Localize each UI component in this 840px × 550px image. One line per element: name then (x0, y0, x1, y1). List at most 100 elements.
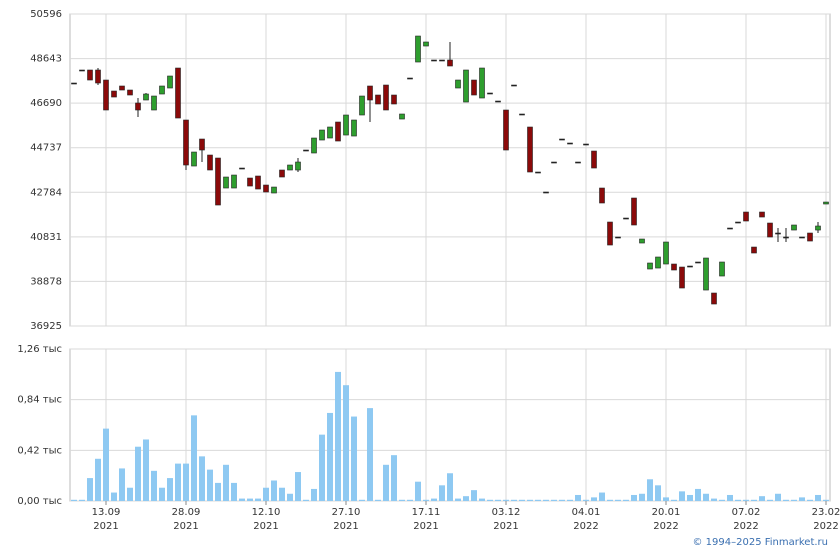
candle-body (79, 69, 85, 72)
volume-bar (743, 499, 749, 501)
x-tick-year: 2021 (93, 521, 118, 532)
candle-body (791, 224, 797, 231)
volume-bar (79, 499, 85, 501)
candle-body (535, 171, 541, 174)
candle-body (751, 246, 757, 254)
volume-bar (815, 494, 821, 501)
candle-body (759, 211, 765, 218)
candle-body (599, 187, 605, 204)
candle-body (575, 161, 581, 164)
x-tick-year: 2022 (653, 521, 678, 532)
volume-bar (119, 468, 125, 501)
volume-bar (183, 463, 189, 501)
volume-bar (567, 499, 573, 501)
volume-bar (215, 482, 221, 501)
candle-body (303, 149, 309, 152)
y-tick-label: 1,26 тыс (17, 344, 62, 355)
volume-bar (807, 499, 813, 501)
volume-bar (799, 497, 805, 501)
candle-body (463, 69, 469, 103)
candle-body (495, 100, 501, 103)
candle-body (711, 292, 717, 305)
volume-bar (751, 499, 757, 501)
candle-body (295, 161, 301, 171)
candle-body (207, 154, 213, 171)
y-tick-label: 50596 (30, 9, 62, 20)
candle-body (175, 67, 181, 119)
candle-body (343, 114, 349, 136)
volume-bar (503, 499, 509, 501)
x-tick-label: 12.10 (252, 507, 281, 518)
y-tick-label: 40831 (30, 232, 62, 243)
volume-bar (447, 473, 453, 501)
candle-body (407, 77, 413, 80)
candle-body (215, 157, 221, 206)
volume-bar (103, 428, 109, 501)
volume-bar (151, 470, 157, 501)
volume-bar (551, 499, 557, 501)
candle-body (223, 176, 229, 189)
y-tick-label: 46690 (30, 98, 62, 109)
volume-bar (415, 481, 421, 501)
x-tick-year: 2021 (253, 521, 278, 532)
candle-body (479, 67, 485, 99)
candle-body (455, 79, 461, 89)
candle-body (191, 151, 197, 167)
volume-bar (511, 499, 517, 501)
candle-body (511, 84, 517, 87)
volume-bar (95, 458, 101, 501)
candle-body (663, 241, 669, 265)
candle-body (719, 261, 725, 277)
volume-bar (631, 494, 637, 501)
volume-bar (135, 446, 141, 501)
candle-body (151, 95, 157, 111)
candle-body (287, 164, 293, 171)
candle-body (583, 143, 589, 146)
candle-body (271, 186, 277, 194)
candle-body (623, 217, 629, 220)
volume-bar (423, 499, 429, 501)
candle-body (703, 257, 709, 291)
candle-body (447, 59, 453, 67)
volume-bar (263, 487, 269, 501)
candle-body (503, 109, 509, 151)
candle-body (687, 265, 693, 268)
y-tick-label: 0,42 тыс (17, 445, 62, 456)
candle-body (239, 167, 245, 170)
volume-bar (391, 455, 397, 501)
x-tick-year: 2021 (333, 521, 358, 532)
y-tick-label: 48643 (30, 54, 62, 65)
candle-body (807, 232, 813, 242)
volume-bar (127, 487, 133, 501)
volume-bar (671, 499, 677, 501)
candle-body (783, 236, 789, 239)
volume-bar (279, 487, 285, 501)
y-tick-label: 38878 (30, 276, 62, 287)
candle-body (359, 95, 365, 116)
volume-bar (455, 498, 461, 501)
candle-body (551, 161, 557, 164)
volume-bar (599, 492, 605, 501)
volume-bar (519, 499, 525, 501)
candle-body (519, 113, 525, 116)
volume-bar (247, 498, 253, 501)
x-tick-year: 2021 (413, 521, 438, 532)
candle-body (607, 221, 613, 246)
volume-bar (527, 499, 533, 501)
x-tick-label: 04.01 (572, 507, 601, 518)
candle-body (367, 85, 373, 101)
y-tick-label: 0,00 тыс (17, 496, 62, 507)
volume-bar (399, 499, 405, 501)
candle-body (183, 119, 189, 166)
volume-bar (591, 497, 597, 501)
volume-bar (543, 499, 549, 501)
volume-bar (695, 488, 701, 501)
candle-body (231, 174, 237, 189)
x-tick-label: 27.10 (332, 507, 361, 518)
volume-bar (791, 499, 797, 501)
candle-body (775, 232, 781, 235)
volume-bar (655, 485, 661, 501)
candle-body (87, 69, 93, 81)
volume-bar (439, 485, 445, 501)
